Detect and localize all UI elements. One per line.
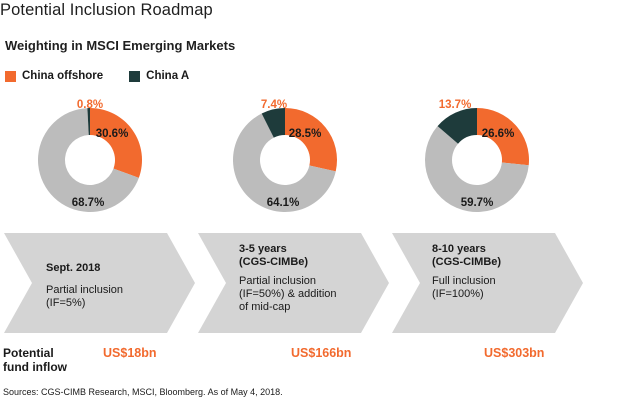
legend: China offshore China A — [5, 70, 215, 82]
stage-2-body-line-2: (IF=50%) & addition — [239, 288, 337, 300]
donut-2-slice-rest — [233, 113, 336, 213]
stage-3-body-line-2: (IF=100%) — [432, 288, 484, 300]
stage-3-heading-line-1: 8-10 years — [432, 243, 486, 255]
donut-3-slice-china-a — [437, 108, 477, 144]
donut-1-slice-rest — [38, 108, 139, 212]
legend-swatch-china-a — [129, 70, 141, 82]
donut-charts: 30.6% 68.7% 0.8% 28.5% 64.1% 7.4% 26.6% 59.7% 13… — [4, 99, 583, 333]
donut-2-label-china-offshore: 28.5% — [289, 128, 322, 140]
donut-3-label-china-a: 13.7% — [439, 99, 472, 111]
donut-1-label-china-a: 0.8% — [77, 99, 103, 111]
chart-title: Potential Inclusion Roadmap — [0, 1, 213, 19]
donut-3-label-china-offshore: 26.6% — [482, 128, 515, 140]
donut-3-label-rest: 59.7% — [461, 197, 494, 209]
stage-3: 8-10 years (CGS-CIMBe) Full inclusion (I… — [432, 243, 501, 301]
stage-1-heading: Sept. 2018 — [46, 262, 101, 274]
donut-2-slice-china-a — [261, 108, 285, 138]
stage-2: 3-5 years (CGS-CIMBe) Partial inclusion … — [239, 243, 337, 314]
donut-2-slice-china-offshore — [285, 108, 338, 172]
chart-subtitle: Weighting in MSCI Emerging Markets — [5, 38, 236, 53]
process-arrow-2 — [198, 233, 389, 333]
inflow-value-2: US$166bn — [291, 346, 352, 360]
inflow-label: Potential fund inflow — [3, 346, 67, 374]
legend-item-china-a: China A — [129, 70, 189, 82]
stage-1-body-line-1: Partial inclusion — [46, 284, 124, 296]
stage-2-heading-line-2: (CGS-CIMBe) — [239, 256, 309, 268]
stage-1-body-line-2: (IF=5%) — [46, 297, 86, 309]
inflow-label-line-2: fund inflow — [3, 360, 67, 374]
stage-2-body-line-1: Partial inclusion — [239, 275, 317, 287]
sources-note: Sources: CGS-CIMB Research, MSCI, Bloomb… — [3, 387, 283, 397]
stage-2-body-line-3: of mid-cap — [239, 301, 291, 313]
legend-swatch-china-offshore — [5, 70, 16, 82]
process-arrow-3 — [392, 233, 583, 333]
process-arrow-1 — [4, 233, 195, 333]
legend-label-china-offshore: China offshore — [22, 70, 104, 82]
donut-3-slice-china-offshore — [477, 108, 529, 166]
legend-label-china-a: China A — [146, 70, 190, 82]
inflow-value-1: US$18bn — [103, 346, 157, 360]
stage-3-body-line-1: Full inclusion — [432, 275, 496, 287]
donut-1-label-rest: 68.7% — [72, 197, 105, 209]
donut-3-slice-rest — [425, 126, 529, 213]
legend-item-china-offshore: China offshore — [5, 70, 103, 82]
stage-1: Sept. 2018 Partial inclusion (IF=5%) — [46, 262, 123, 310]
donut-2-label-china-a: 7.4% — [261, 99, 287, 111]
inflow-value-3: US$303bn — [484, 346, 545, 360]
stage-2-heading-line-1: 3-5 years — [239, 243, 287, 255]
stage-3-heading-line-2: (CGS-CIMBe) — [432, 256, 502, 268]
donut-1-slice-china-a — [87, 108, 90, 136]
donut-1-slice-china-offshore — [90, 108, 142, 178]
donut-2-label-rest: 64.1% — [267, 197, 300, 209]
inflow-label-line-1: Potential — [3, 346, 54, 360]
donut-1-label-china-offshore: 30.6% — [96, 128, 129, 140]
